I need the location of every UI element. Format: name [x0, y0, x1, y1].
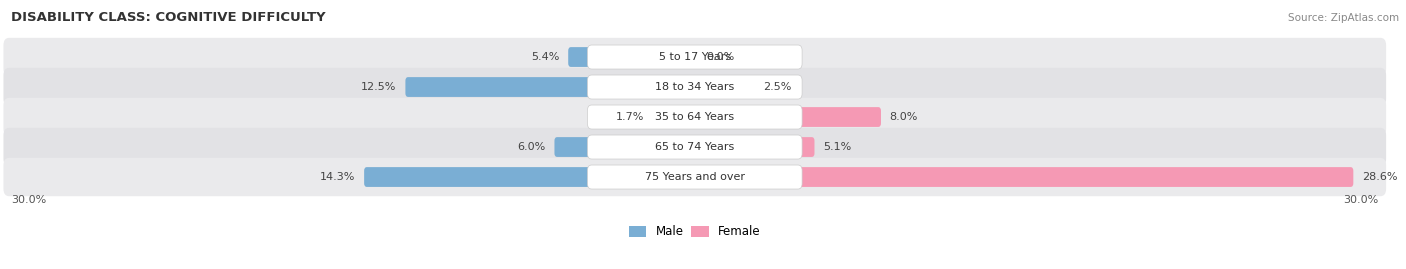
Text: Source: ZipAtlas.com: Source: ZipAtlas.com	[1288, 13, 1399, 23]
FancyBboxPatch shape	[554, 137, 697, 157]
FancyBboxPatch shape	[3, 68, 1386, 106]
FancyBboxPatch shape	[405, 77, 697, 97]
Text: 12.5%: 12.5%	[361, 82, 396, 92]
Legend: Male, Female: Male, Female	[624, 221, 765, 243]
Text: 30.0%: 30.0%	[11, 194, 46, 204]
Text: 28.6%: 28.6%	[1362, 172, 1398, 182]
Text: 0.0%: 0.0%	[706, 52, 734, 62]
FancyBboxPatch shape	[3, 128, 1386, 166]
FancyBboxPatch shape	[568, 47, 697, 67]
Text: 1.7%: 1.7%	[616, 112, 644, 122]
Text: 8.0%: 8.0%	[890, 112, 918, 122]
FancyBboxPatch shape	[588, 105, 801, 129]
Text: 5 to 17 Years: 5 to 17 Years	[659, 52, 731, 62]
Text: 2.5%: 2.5%	[763, 82, 792, 92]
FancyBboxPatch shape	[588, 165, 801, 189]
FancyBboxPatch shape	[588, 75, 801, 99]
FancyBboxPatch shape	[692, 167, 1354, 187]
Text: 6.0%: 6.0%	[517, 142, 546, 152]
FancyBboxPatch shape	[692, 137, 814, 157]
Text: 65 to 74 Years: 65 to 74 Years	[655, 142, 734, 152]
FancyBboxPatch shape	[652, 107, 697, 127]
FancyBboxPatch shape	[3, 158, 1386, 196]
FancyBboxPatch shape	[364, 167, 697, 187]
Text: 5.4%: 5.4%	[531, 52, 560, 62]
Text: 30.0%: 30.0%	[1343, 194, 1378, 204]
FancyBboxPatch shape	[588, 45, 801, 69]
FancyBboxPatch shape	[588, 135, 801, 159]
Text: 18 to 34 Years: 18 to 34 Years	[655, 82, 734, 92]
Text: 14.3%: 14.3%	[321, 172, 356, 182]
Text: DISABILITY CLASS: COGNITIVE DIFFICULTY: DISABILITY CLASS: COGNITIVE DIFFICULTY	[11, 11, 326, 24]
FancyBboxPatch shape	[3, 38, 1386, 76]
FancyBboxPatch shape	[692, 77, 755, 97]
FancyBboxPatch shape	[3, 98, 1386, 136]
Text: 35 to 64 Years: 35 to 64 Years	[655, 112, 734, 122]
FancyBboxPatch shape	[692, 107, 882, 127]
Text: 75 Years and over: 75 Years and over	[645, 172, 745, 182]
Text: 5.1%: 5.1%	[823, 142, 852, 152]
